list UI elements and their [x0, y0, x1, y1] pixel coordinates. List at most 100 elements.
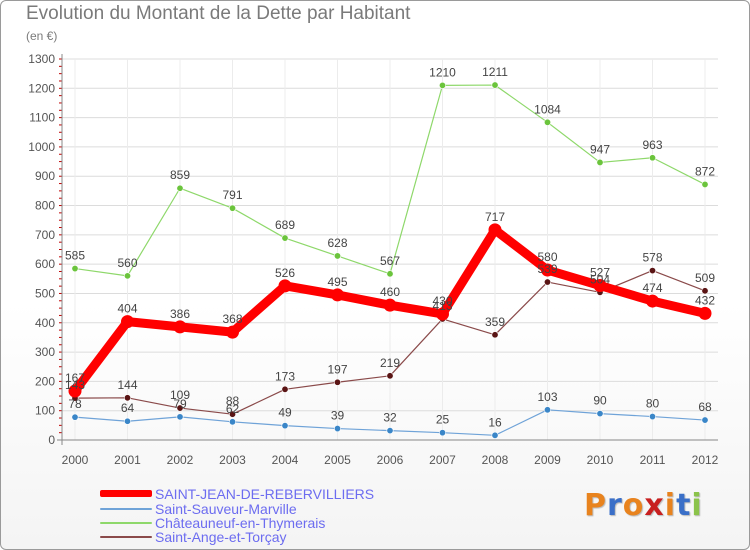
x-tick-label: 2012	[692, 453, 719, 467]
x-tick-label: 2001	[114, 453, 141, 467]
y-tick-label: 700	[35, 228, 55, 242]
data-point-saint-ange	[491, 331, 499, 339]
data-label-saint-jean: 167	[65, 371, 85, 385]
data-point-saint-ange	[176, 404, 184, 412]
x-tick-label: 2007	[429, 453, 456, 467]
data-label-chateauneuf: 859	[170, 168, 190, 182]
y-tick-label: 100	[35, 404, 55, 418]
data-label-chateauneuf: 585	[65, 249, 85, 263]
data-point-saint-jean	[436, 307, 449, 321]
data-label-saint-sauveur: 16	[488, 415, 502, 429]
data-label-saint-jean: 527	[590, 266, 610, 280]
x-tick-label: 2003	[219, 453, 246, 467]
data-point-saint-jean	[226, 325, 239, 339]
data-label-saint-sauveur: 62	[226, 402, 240, 416]
y-tick-label: 1200	[28, 81, 55, 95]
data-label-saint-sauveur: 78	[68, 397, 82, 411]
data-label-saint-ange: 359	[485, 315, 505, 329]
data-label-saint-jean: 404	[117, 302, 137, 316]
legend-swatch-saint-ange	[100, 535, 152, 538]
data-point-saint-ange	[281, 385, 289, 393]
x-tick-label: 2005	[324, 453, 351, 467]
data-point-chateauneuf	[648, 154, 656, 162]
legend-label-saint-ange: Saint-Ange-et-Torçay	[155, 528, 287, 545]
x-tick-label: 2010	[587, 453, 614, 467]
data-label-saint-sauveur: 68	[698, 400, 712, 414]
logo-letter: r	[607, 488, 623, 523]
x-tick-label: 2011	[640, 453, 666, 467]
data-point-chateauneuf	[124, 272, 132, 280]
data-point-chateauneuf	[596, 158, 604, 166]
data-label-saint-sauveur: 32	[383, 411, 397, 425]
y-tick-label: 400	[35, 316, 55, 330]
data-label-saint-jean: 368	[222, 312, 242, 326]
x-tick-label: 2002	[167, 453, 194, 467]
x-tick-label: 2006	[377, 453, 404, 467]
data-point-saint-jean	[383, 298, 397, 312]
data-point-chateauneuf	[176, 184, 184, 192]
y-tick-label: 500	[35, 286, 55, 300]
y-tick-label: 0	[48, 433, 55, 447]
data-point-saint-jean	[593, 279, 607, 293]
data-label-saint-sauveur: 64	[121, 401, 135, 415]
data-point-saint-sauveur	[701, 416, 709, 424]
data-point-saint-ange	[648, 267, 656, 275]
logo-letter: o	[622, 488, 645, 523]
data-point-chateauneuf	[701, 180, 709, 188]
data-point-saint-sauveur	[333, 425, 341, 433]
data-point-saint-sauveur	[596, 410, 604, 418]
data-point-chateauneuf	[281, 234, 289, 242]
x-tick-label: 2000	[62, 453, 89, 467]
x-tick-label: 2008	[482, 453, 509, 467]
data-point-saint-sauveur	[71, 413, 79, 421]
legend-label-saint-jean: SAINT-JEAN-DE-REBERVILLIERS	[155, 485, 375, 502]
data-label-chateauneuf: 628	[327, 236, 347, 250]
data-label-saint-jean: 580	[537, 250, 557, 264]
data-point-saint-jean	[646, 294, 659, 308]
data-label-saint-sauveur: 80	[646, 397, 660, 411]
data-point-saint-jean	[121, 315, 134, 329]
legend-item-saint-jean: SAINT-JEAN-DE-REBERVILLIERS	[100, 485, 375, 502]
data-label-saint-sauveur: 90	[593, 394, 607, 408]
legend-swatch-chateauneuf	[100, 521, 152, 524]
data-point-chateauneuf	[438, 81, 446, 89]
data-label-chateauneuf: 791	[222, 188, 242, 202]
data-label-saint-sauveur: 25	[436, 413, 450, 427]
data-point-chateauneuf	[333, 252, 341, 260]
data-label-saint-sauveur: 79	[173, 397, 187, 411]
data-label-saint-ange: 578	[642, 251, 662, 265]
data-point-chateauneuf	[491, 81, 499, 89]
data-point-saint-sauveur	[491, 431, 499, 439]
data-point-saint-ange	[386, 372, 394, 380]
data-point-saint-sauveur	[386, 427, 394, 435]
data-point-saint-sauveur	[281, 422, 289, 430]
data-point-chateauneuf	[543, 118, 551, 126]
data-label-saint-jean: 495	[327, 275, 347, 289]
chart-subtitle: (en €)	[26, 29, 58, 43]
y-tick-label: 800	[35, 199, 55, 213]
data-point-saint-jean	[278, 279, 292, 293]
data-label-saint-ange: 413	[432, 299, 452, 313]
data-label-chateauneuf: 1211	[482, 65, 508, 79]
data-point-saint-ange	[543, 278, 551, 286]
data-label-saint-ange: 197	[327, 362, 347, 376]
data-point-saint-jean	[68, 384, 82, 398]
y-tick-label: 1000	[28, 140, 55, 154]
data-label-saint-jean: 474	[642, 281, 662, 295]
data-label-chateauneuf: 560	[117, 256, 137, 270]
logo-letter: i	[691, 488, 703, 523]
proxiti-logo: Proxiti	[584, 488, 703, 523]
data-point-saint-sauveur	[648, 413, 656, 421]
data-point-saint-ange	[701, 287, 709, 295]
data-label-saint-ange: 144	[117, 378, 137, 392]
data-label-saint-sauveur: 49	[278, 406, 292, 420]
data-point-saint-sauveur	[543, 406, 551, 414]
logo-letter: x	[644, 488, 665, 523]
data-point-saint-sauveur	[438, 429, 446, 437]
data-label-saint-jean: 432	[695, 293, 715, 307]
y-tick-label: 200	[35, 374, 55, 388]
y-tick-label: 300	[35, 345, 55, 359]
data-label-chateauneuf: 963	[642, 138, 662, 152]
data-point-chateauneuf	[386, 270, 394, 278]
data-label-saint-ange: 109	[170, 388, 190, 402]
